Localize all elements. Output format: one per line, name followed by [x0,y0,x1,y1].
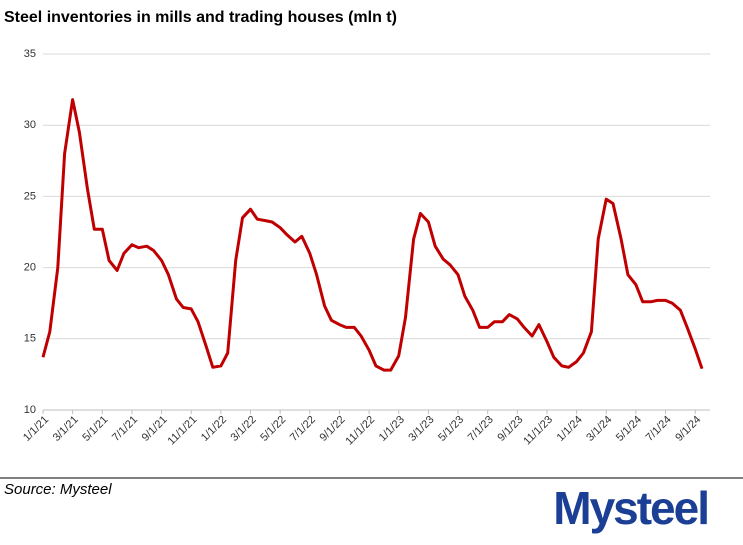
x-tick-label: 5/1/24 [614,414,644,444]
y-tick-label: 10 [24,404,36,416]
data-line [41,98,704,372]
x-tick-label: 5/1/23 [436,414,466,444]
y-tick-label: 15 [24,333,36,345]
y-tick-label: 25 [24,190,36,202]
x-tick-label: 1/1/21 [21,414,51,444]
x-tick-label: 11/1/21 [166,414,200,448]
x-tick-label: 7/1/21 [110,414,140,444]
y-tick-label: 20 [24,262,36,274]
x-tick-label: 3/1/21 [51,414,81,444]
x-tick-label: 7/1/23 [466,414,496,444]
x-tick-label: 1/1/24 [555,414,585,444]
y-tick-label: 30 [24,119,36,131]
x-tick-label: 3/1/24 [584,414,614,444]
x-tick-label: 5/1/22 [258,414,288,444]
x-tick-label: 7/1/22 [288,414,318,444]
x-tick-label: 1/1/22 [199,414,229,444]
logo: Mysteel [553,482,708,534]
x-tick-label: 9/1/24 [673,414,703,444]
x-tick-label: 11/1/23 [521,414,555,448]
x-tick-label: 5/1/21 [80,414,110,444]
y-tick-label: 35 [24,48,36,60]
x-tick-label: 7/1/24 [644,414,674,444]
chart-title: Steel inventories in mills and trading h… [4,9,397,26]
source: Source: Mysteel [4,481,112,498]
x-tick-label: 3/1/22 [229,414,259,444]
x-tick-label: 11/1/22 [343,414,377,448]
x-tick-label: 1/1/23 [377,414,407,444]
x-tick-label: 3/1/23 [406,414,436,444]
